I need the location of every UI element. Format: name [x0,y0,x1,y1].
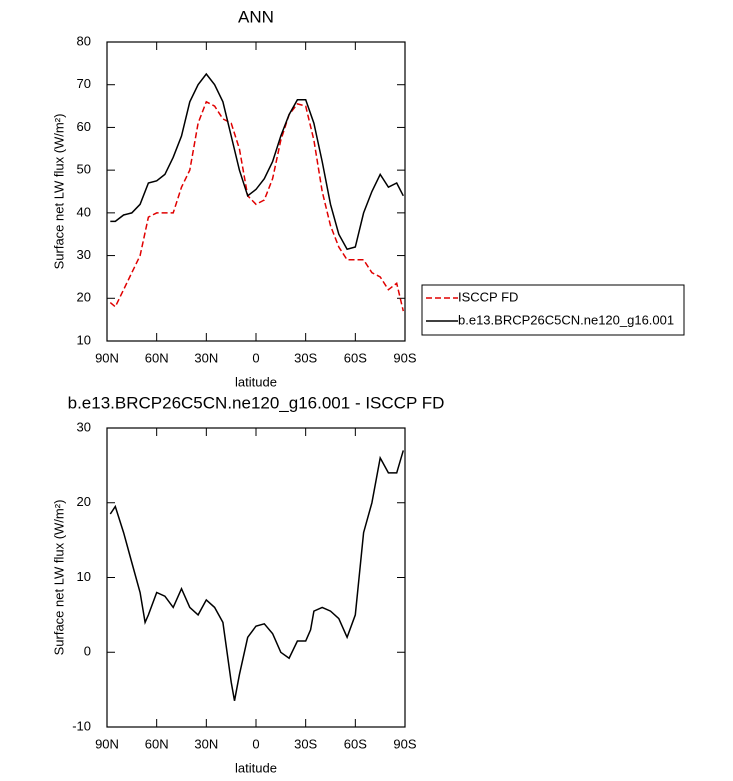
y-tick-label: 10 [77,332,91,347]
y-tick-label: 20 [77,290,91,305]
x-axis-label: latitude [235,374,277,389]
plot-frame [106,41,406,342]
y-tick-label: 30 [77,419,91,434]
y-tick-label: 60 [77,119,91,134]
x-tick-label: 90S [393,350,416,365]
x-tick-label: 60S [344,736,367,751]
y-axis-label: Surface net LW flux (W/m²) [51,114,66,270]
x-tick-label: 30S [294,736,317,751]
x-axis-label: latitude [235,760,277,775]
x-tick-label: 0 [252,736,259,751]
plot-frame [106,427,406,728]
legend-box [421,284,685,336]
chart-title: b.e13.BRCP26C5CN.ne120_g16.001 - ISCCP F… [68,393,445,412]
y-tick-label: -10 [72,718,91,733]
x-tick-label: 30N [194,350,218,365]
legend-label: ISCCP FD [458,289,518,304]
chart-title: ANN [238,7,274,26]
y-axis-label: Surface net LW flux (W/m²) [51,500,66,656]
y-tick-label: 30 [77,247,91,262]
x-tick-label: 90N [95,350,119,365]
x-tick-label: 30N [194,736,218,751]
y-tick-label: 20 [77,494,91,509]
x-tick-label: 60N [145,350,169,365]
y-tick-label: 50 [77,162,91,177]
x-tick-label: 60S [344,350,367,365]
x-tick-label: 90S [393,736,416,751]
y-tick-label: 70 [77,76,91,91]
x-tick-label: 30S [294,350,317,365]
x-tick-label: 60N [145,736,169,751]
legend-label: b.e13.BRCP26C5CN.ne120_g16.001 [458,312,674,327]
x-tick-label: 0 [252,350,259,365]
data-line [109,450,405,701]
data-line [109,100,405,312]
data-line [110,72,404,251]
y-tick-label: 40 [77,204,91,219]
y-tick-label: 80 [77,33,91,48]
y-tick-label: 10 [77,569,91,584]
x-tick-label: 90N [95,736,119,751]
y-tick-label: 0 [84,644,91,659]
